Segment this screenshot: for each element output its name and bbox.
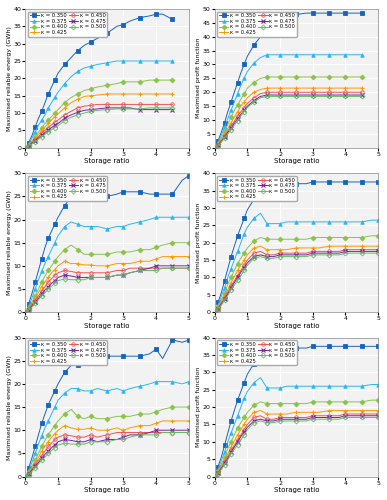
X-axis label: Storage ratio: Storage ratio [274,322,319,328]
X-axis label: Storage ratio: Storage ratio [84,487,130,493]
Y-axis label: Maximised reliable energy (GWh): Maximised reliable energy (GWh) [7,26,12,131]
Legend: κ = 0.350, κ = 0.375, κ = 0.400, κ = 0.425, κ = 0.450, κ = 0.475, κ = 0.500: κ = 0.350, κ = 0.375, κ = 0.400, κ = 0.4… [28,340,107,365]
Legend: κ = 0.350, κ = 0.375, κ = 0.400, κ = 0.425, κ = 0.450, κ = 0.475, κ = 0.500: κ = 0.350, κ = 0.375, κ = 0.400, κ = 0.4… [217,340,296,365]
Y-axis label: Maximised profit function: Maximised profit function [196,202,201,283]
Legend: κ = 0.350, κ = 0.375, κ = 0.400, κ = 0.425, κ = 0.450, κ = 0.475, κ = 0.500: κ = 0.350, κ = 0.375, κ = 0.400, κ = 0.4… [217,12,296,36]
X-axis label: Storage ratio: Storage ratio [84,158,130,164]
Y-axis label: Maximised profit function: Maximised profit function [196,367,201,447]
Legend: κ = 0.350, κ = 0.375, κ = 0.400, κ = 0.425, κ = 0.450, κ = 0.475, κ = 0.500: κ = 0.350, κ = 0.375, κ = 0.400, κ = 0.4… [217,176,296,201]
Legend: κ = 0.350, κ = 0.375, κ = 0.400, κ = 0.425, κ = 0.450, κ = 0.475, κ = 0.500: κ = 0.350, κ = 0.375, κ = 0.400, κ = 0.4… [28,12,107,36]
Y-axis label: Maximised reliable energy (GWh): Maximised reliable energy (GWh) [7,190,12,295]
X-axis label: Storage ratio: Storage ratio [274,487,319,493]
Y-axis label: Maximised reliable energy (GWh): Maximised reliable energy (GWh) [7,354,12,460]
Y-axis label: Maximised profit function: Maximised profit function [196,38,201,118]
X-axis label: Storage ratio: Storage ratio [274,158,319,164]
Legend: κ = 0.350, κ = 0.375, κ = 0.400, κ = 0.425, κ = 0.450, κ = 0.475, κ = 0.500: κ = 0.350, κ = 0.375, κ = 0.400, κ = 0.4… [28,176,107,201]
X-axis label: Storage ratio: Storage ratio [84,322,130,328]
